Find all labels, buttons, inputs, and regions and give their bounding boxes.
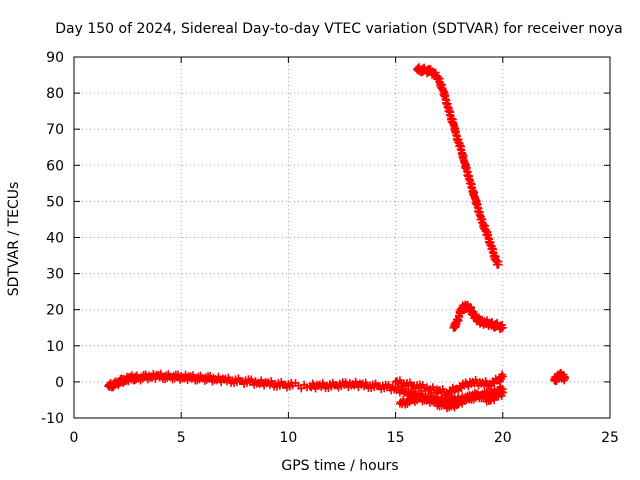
- axis-ticks: 0 5 10 15 20 25 -10 0 10 20 30 40 50 60 70 80 90: [41, 50, 619, 446]
- data-point: [560, 374, 569, 383]
- data-point: [498, 388, 507, 397]
- x-tick-label: 0: [70, 430, 79, 446]
- x-tick-label: 25: [601, 430, 619, 446]
- data-point: [494, 260, 503, 269]
- y-tick-label: 0: [55, 375, 64, 391]
- y-tick-label: -10: [41, 411, 64, 427]
- y-tick-label: 90: [46, 50, 64, 66]
- y-tick-label: 20: [46, 303, 64, 319]
- data-point: [498, 323, 507, 332]
- y-tick-label: 40: [46, 231, 64, 247]
- y-tick-label: 10: [46, 339, 64, 355]
- data-points: [104, 63, 569, 413]
- x-tick-label: 5: [177, 430, 186, 446]
- y-axis-label: SDTVAR / TECUs: [6, 182, 22, 297]
- y-tick-label: 50: [46, 194, 64, 210]
- y-tick-label: 30: [46, 267, 64, 283]
- x-tick-label: 10: [279, 430, 297, 446]
- y-tick-label: 80: [46, 86, 64, 102]
- y-tick-label: 70: [46, 122, 64, 138]
- x-axis-label: GPS time / hours: [281, 458, 398, 474]
- y-tick-label: 60: [46, 158, 64, 174]
- data-point: [498, 372, 507, 381]
- x-tick-label: 20: [494, 430, 512, 446]
- x-tick-label: 15: [387, 430, 405, 446]
- chart-title: Day 150 of 2024, Sidereal Day-to-day VTE…: [55, 21, 623, 37]
